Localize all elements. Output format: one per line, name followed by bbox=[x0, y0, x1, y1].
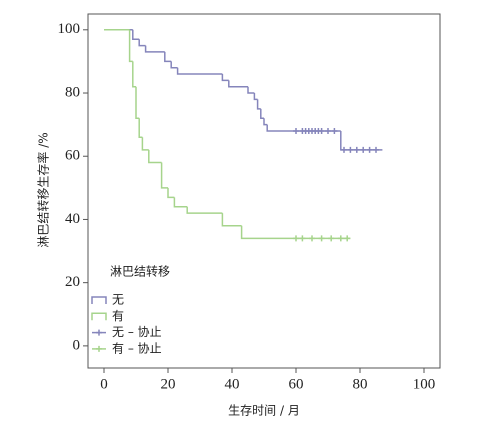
censor-mark bbox=[318, 235, 325, 242]
survival-step bbox=[173, 197, 188, 208]
x-tick-label: 0 bbox=[100, 376, 108, 392]
survival-step bbox=[260, 108, 264, 120]
censor-mark bbox=[299, 235, 306, 242]
legend-label: 无 bbox=[112, 293, 124, 307]
survival-step bbox=[253, 93, 258, 101]
survival-step bbox=[138, 118, 143, 139]
legend-label: 无 – 协止 bbox=[112, 324, 162, 339]
survival-step bbox=[228, 80, 248, 88]
x-tick-label: 100 bbox=[413, 376, 436, 392]
censor-mark bbox=[309, 235, 315, 242]
censor-mark bbox=[318, 127, 325, 134]
x-axis-label: 生存时间 / 月 bbox=[228, 404, 300, 418]
censor-mark bbox=[353, 146, 360, 153]
y-axis-label: 淋巴结转移生存率 /% bbox=[36, 132, 51, 247]
censor-mark bbox=[293, 235, 299, 242]
y-tick-label: 40 bbox=[65, 211, 80, 227]
legend-swatch bbox=[91, 312, 107, 321]
y-tick-label: 80 bbox=[65, 84, 80, 100]
x-tick-label: 20 bbox=[161, 376, 176, 392]
survival-step bbox=[164, 51, 172, 63]
survival-step bbox=[247, 86, 255, 94]
censor-mark bbox=[293, 127, 299, 134]
survival-step bbox=[256, 99, 261, 110]
survival-step bbox=[160, 162, 168, 189]
censor-mark bbox=[347, 146, 354, 153]
survival-step bbox=[144, 45, 165, 53]
censor-mark bbox=[325, 127, 331, 134]
survival-step bbox=[128, 29, 133, 63]
censor-mark bbox=[337, 235, 344, 242]
survival-step bbox=[221, 74, 229, 82]
y-tick-label: 60 bbox=[65, 148, 80, 164]
survival-step bbox=[176, 67, 223, 75]
survival-step bbox=[221, 213, 242, 227]
legend-swatch bbox=[96, 345, 102, 352]
survival-step bbox=[141, 137, 149, 151]
censor-mark bbox=[360, 146, 367, 153]
survival-step bbox=[186, 206, 223, 214]
censor-mark bbox=[331, 127, 338, 134]
legend-label: 有 bbox=[112, 309, 124, 323]
censor-mark bbox=[341, 146, 347, 153]
survival-step bbox=[263, 118, 268, 126]
plot-frame bbox=[87, 13, 441, 369]
survival-step bbox=[132, 61, 136, 88]
x-tick-label: 60 bbox=[289, 376, 304, 392]
survival-step bbox=[266, 124, 341, 132]
x-tick-label: 80 bbox=[353, 376, 368, 392]
censor-mark bbox=[344, 235, 351, 242]
y-tick-label: 20 bbox=[65, 274, 80, 290]
x-tick-label: 40 bbox=[225, 376, 240, 392]
legend-swatch bbox=[96, 329, 102, 336]
legend-title: 淋巴结转移 bbox=[110, 264, 170, 279]
survival-step bbox=[135, 86, 140, 120]
survival-step bbox=[170, 61, 178, 69]
survival-step bbox=[148, 149, 162, 164]
survival-step bbox=[132, 29, 140, 41]
survival-step bbox=[138, 39, 146, 47]
survival-step bbox=[167, 187, 175, 199]
y-tick-label: 0 bbox=[73, 337, 81, 353]
censor-mark bbox=[328, 235, 335, 242]
legend-swatch bbox=[91, 296, 107, 304]
censor-mark bbox=[366, 146, 373, 153]
censor-mark bbox=[373, 146, 379, 153]
y-tick-label: 100 bbox=[58, 21, 81, 37]
legend-label: 有 – 协止 bbox=[112, 340, 162, 355]
